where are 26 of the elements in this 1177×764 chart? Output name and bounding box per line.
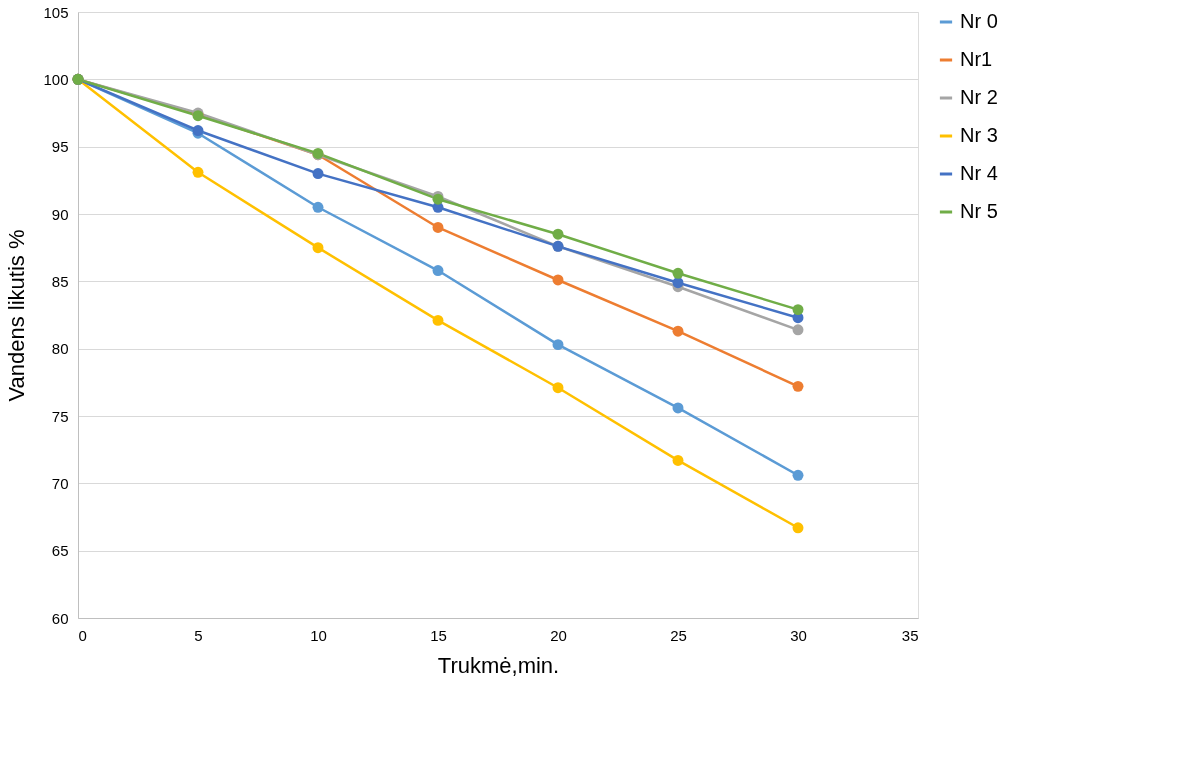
y-tick-label: 90 [51,205,69,223]
legend-label: Nr 2 [960,86,998,108]
y-tick-label: 60 [51,609,69,627]
legend-label: Nr 4 [960,162,998,184]
y-tick-label: 80 [51,340,69,358]
legend-label: Nr 0 [960,10,998,32]
legend-label: Nr1 [960,48,993,70]
legend-label: Nr 5 [960,200,998,222]
x-tick-label: 5 [194,626,203,644]
x-tick-label: 25 [670,626,687,644]
y-tick-label: 100 [43,70,69,88]
x-tick-label: 15 [430,626,447,644]
y-tick-label: 95 [51,138,69,156]
x-tick-label: 0 [78,626,87,644]
y-tick-label: 70 [51,474,69,492]
x-tick-label: 10 [310,626,327,644]
x-tick-label: 35 [901,626,919,644]
y-axis-title: Vandens likutis % [4,229,30,402]
x-tick-label: 20 [550,626,567,644]
y-tick-label: 85 [51,272,69,290]
legend-label: Nr 3 [960,124,998,146]
y-tick-label: 75 [51,407,69,425]
x-axis-title: Trukmė,min. [437,652,560,678]
y-tick-label: 105 [43,3,69,21]
y-tick-label: 65 [51,542,69,560]
x-tick-label: 30 [790,626,807,644]
